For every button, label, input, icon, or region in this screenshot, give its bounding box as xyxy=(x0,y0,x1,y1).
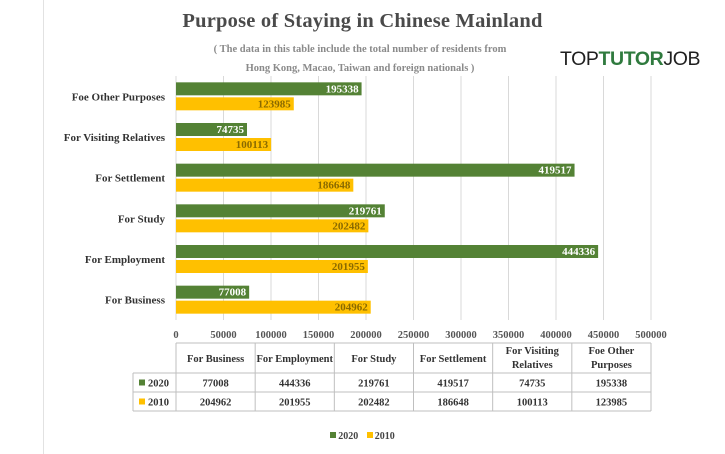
bar-label-2020: 444336 xyxy=(562,246,596,258)
x-tick-label: 400000 xyxy=(540,330,572,341)
table-row-key-2010 xyxy=(139,398,145,405)
x-tick-label: 450000 xyxy=(588,330,620,341)
bar-2020 xyxy=(176,285,250,299)
bar-label-2020: 74735 xyxy=(216,124,244,136)
bar-label-2020: 77008 xyxy=(219,287,247,299)
y-category-label: Foe Other Purposes xyxy=(72,91,166,103)
table-header-cell: Foe Other Purposes xyxy=(589,346,635,371)
bar-2010 xyxy=(176,260,368,273)
table-header-cell: For Visiting Relatives xyxy=(506,346,560,371)
table-cell-2010: 201955 xyxy=(279,398,311,409)
table-cell-2020: 195338 xyxy=(596,379,628,390)
y-category-label: For Settlement xyxy=(95,173,165,185)
table-header-cell: For Business xyxy=(187,354,244,365)
x-tick-label: 150000 xyxy=(303,330,335,341)
table-cell-2010: 123985 xyxy=(596,398,628,409)
bar-label-2020: 219761 xyxy=(349,205,382,217)
legend-label-2020: 2020 xyxy=(338,431,359,442)
bar-2010 xyxy=(176,219,369,233)
table-cell-2020: 77008 xyxy=(202,379,228,390)
brand-logo: TOPTUTORJOB xyxy=(560,48,700,71)
bar-2020 xyxy=(176,245,599,258)
legend-swatch-2010 xyxy=(366,432,373,438)
x-tick-label: 350000 xyxy=(493,330,525,341)
legend-item-2010: 2010 xyxy=(366,431,395,442)
bar-label-2010: 201955 xyxy=(332,261,366,273)
table-row-key-2020 xyxy=(139,379,145,386)
table-cell-2010: 100113 xyxy=(517,398,548,409)
table-cell-2010: 202482 xyxy=(358,398,390,409)
table-header-cell: For Settlement xyxy=(420,354,487,365)
x-tick-label: 0 xyxy=(173,330,178,341)
table-cell-2010: 204962 xyxy=(200,398,232,409)
table-cell-2020: 74735 xyxy=(519,379,545,390)
bar-2010 xyxy=(176,97,294,111)
table-cell-2020: 219761 xyxy=(358,379,390,390)
legend-swatch-2020 xyxy=(330,432,337,438)
table-cell-2020: 419517 xyxy=(437,379,469,390)
legend-label-2010: 2010 xyxy=(374,431,395,442)
bar-2020 xyxy=(176,82,362,96)
y-category-label: For Visiting Relatives xyxy=(64,132,166,144)
brand-logo-part-1: TOP xyxy=(560,48,599,70)
bar-2010 xyxy=(176,138,272,151)
bar-2010 xyxy=(176,300,371,314)
bar-label-2010: 123985 xyxy=(258,98,292,110)
chart-subtitle: ( The data in this table include the tot… xyxy=(175,40,545,78)
table-header-cell: For Employment xyxy=(256,354,333,365)
x-tick-label: 50000 xyxy=(210,330,236,341)
bar-2020 xyxy=(176,123,247,136)
chart-legend: 2020 2010 xyxy=(0,431,725,442)
bar-label-2010: 100113 xyxy=(236,139,269,151)
table-header-cell: For Study xyxy=(351,354,397,365)
table-cell-2010: 186648 xyxy=(437,398,469,409)
bar-2020 xyxy=(176,163,575,177)
x-tick-label: 100000 xyxy=(255,330,287,341)
x-tick-label: 200000 xyxy=(350,330,382,341)
table-row-label-2020: 2020 xyxy=(148,379,169,390)
bar-label-2010: 202482 xyxy=(332,220,366,232)
brand-logo-part-3: JOB xyxy=(663,48,701,70)
x-tick-label: 250000 xyxy=(398,330,430,341)
brand-logo-part-2: TUTOR xyxy=(598,48,664,70)
x-tick-label: 500000 xyxy=(635,330,667,341)
table-row-label-2010: 2010 xyxy=(148,398,169,409)
y-category-label: For Business xyxy=(105,295,166,307)
page-left-border xyxy=(43,0,44,454)
legend-item-2020: 2020 xyxy=(330,431,358,442)
table-cell-2020: 444336 xyxy=(279,379,311,390)
bar-2010 xyxy=(176,178,354,192)
bar-label-2020: 419517 xyxy=(539,165,573,177)
subtitle-line-1: ( The data in this table include the tot… xyxy=(213,44,507,55)
bar-2020 xyxy=(176,204,385,218)
subtitle-line-2: Hong Kong, Macao, Taiwan and foreign nat… xyxy=(245,63,475,74)
y-category-label: For Study xyxy=(118,213,166,225)
bar-label-2020: 195338 xyxy=(326,83,360,95)
bar-label-2010: 186648 xyxy=(317,180,351,192)
chart-title: Purpose of Staying in Chinese Mainland xyxy=(182,10,543,32)
y-category-label: For Employment xyxy=(85,254,165,266)
bar-label-2010: 204962 xyxy=(335,302,369,314)
x-tick-label: 300000 xyxy=(445,330,477,341)
